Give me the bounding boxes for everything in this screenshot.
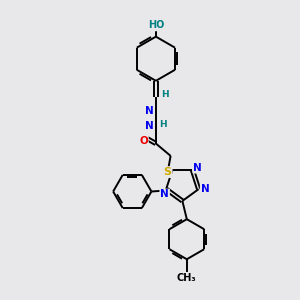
Text: HO: HO [148, 20, 164, 30]
Text: N: N [201, 184, 209, 194]
Text: O: O [139, 136, 148, 146]
Text: CH₃: CH₃ [177, 273, 197, 283]
Text: N: N [160, 189, 169, 200]
Text: H: H [159, 120, 167, 129]
Text: S: S [164, 167, 172, 177]
Text: N: N [194, 163, 202, 173]
Text: N: N [145, 106, 154, 116]
Text: N: N [145, 122, 154, 131]
Text: H: H [161, 90, 169, 99]
